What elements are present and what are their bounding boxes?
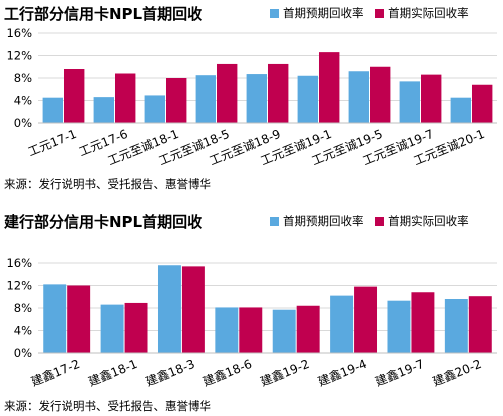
legend-label-actual: 首期实际回收率 — [388, 6, 469, 20]
chart-panel-icbc: 工行部分信用卡NPL首期回收 首期预期回收率 首期实际回收率 16% 12% 8% 4… — [4, 5, 497, 191]
bar-actual — [124, 302, 148, 353]
legend-swatch-actual — [375, 9, 385, 18]
bar-expected — [215, 307, 239, 353]
source-note: 来源：发行说明书、受托报告、惠誉博华 — [4, 177, 211, 191]
bar-actual — [181, 266, 205, 353]
bar-expected — [330, 295, 354, 353]
bar-actual — [268, 63, 289, 123]
bar-actual — [239, 307, 263, 353]
bar-actual — [411, 292, 435, 353]
bar-actual — [115, 73, 136, 123]
bar-actual — [217, 63, 238, 123]
bar-actual — [67, 285, 91, 353]
bar-expected — [444, 299, 468, 353]
bar-actual — [370, 66, 391, 123]
legend-label-expected: 首期预期回收率 — [283, 214, 364, 228]
chart-legend: 首期预期回收率 首期实际回收率 — [270, 213, 477, 229]
x-tick-label: 建鑫19-2 — [258, 356, 311, 389]
legend-swatch-expected — [270, 217, 279, 226]
bar-actual — [64, 69, 85, 123]
bar-chart-ccb: 16%12%8%4%0%建鑫17-2 建鑫18-1 建鑫18-3 建鑫18-6 建鑫19… — [6, 256, 497, 389]
chart-panel-ccb: 建行部分信用卡NPL首期回收 首期预期回收率 首期实际回收率 16% 12% 8% 4… — [0, 208, 503, 416]
y-tick-label: 0% — [14, 346, 32, 360]
x-tick-label: 建鑫18-3 — [143, 356, 196, 389]
x-tick-label: 建鑫18-1 — [86, 356, 139, 389]
x-tick-label: 建鑫17-2 — [29, 356, 82, 389]
y-tick-label: 16% — [6, 256, 32, 270]
x-tick-label: 工元17-1 — [26, 127, 79, 159]
bar-expected — [297, 75, 318, 123]
legend-item-expected: 首期预期回收率 — [270, 5, 364, 21]
bar-expected — [157, 265, 181, 353]
bar-actual — [319, 52, 340, 123]
bar-actual — [166, 78, 187, 123]
bar-expected — [195, 75, 216, 123]
legend-label-expected: 首期预期回收率 — [283, 6, 364, 20]
bar-expected — [93, 97, 114, 123]
chart-title: 建行部分信用卡NPL首期回收 — [4, 213, 203, 231]
bar-actual — [468, 296, 492, 353]
x-tick-label: 建鑫18-6 — [201, 356, 254, 389]
bar-expected — [387, 300, 411, 353]
chart-title: 工行部分信用卡NPL首期回收 — [4, 5, 203, 23]
y-tick-label: 12% — [6, 49, 32, 63]
source-note: 来源：发行说明书、受托报告、惠誉博华 — [4, 399, 211, 413]
y-tick-label: 16% — [6, 26, 32, 40]
y-tick-label: 0% — [14, 116, 32, 130]
bar-expected — [450, 97, 471, 123]
bar-actual — [354, 286, 378, 353]
y-tick-label: 4% — [14, 324, 32, 338]
chart-legend: 首期预期回收率 首期实际回收率 — [270, 5, 477, 21]
bar-expected — [100, 304, 124, 353]
bar-expected — [272, 309, 296, 353]
bar-chart-icbc: 16%12%8%4%0%工元17-1工元17-6工元至诚18-1工元至诚18-5… — [6, 26, 497, 168]
legend-item-actual: 首期实际回收率 — [375, 213, 469, 229]
y-tick-label: 12% — [6, 279, 32, 293]
bar-expected — [246, 74, 267, 123]
y-tick-label: 8% — [14, 71, 32, 85]
bar-expected — [43, 284, 67, 353]
bar-expected — [144, 95, 165, 123]
bar-actual — [296, 305, 320, 353]
x-tick-label: 建鑫19-7 — [373, 356, 426, 389]
bar-actual — [421, 74, 442, 123]
legend-swatch-actual — [375, 217, 385, 226]
bar-actual — [472, 84, 493, 123]
legend-item-expected: 首期预期回收率 — [270, 213, 364, 229]
y-tick-label: 4% — [14, 94, 32, 108]
y-tick-label: 8% — [14, 301, 32, 315]
x-tick-label: 建鑫20-2 — [430, 356, 483, 389]
legend-item-actual: 首期实际回收率 — [375, 5, 469, 21]
bar-expected — [42, 97, 63, 123]
bar-expected — [348, 71, 369, 123]
legend-swatch-expected — [270, 9, 279, 18]
bar-expected — [399, 81, 420, 123]
x-tick-label: 建鑫19-4 — [316, 356, 369, 389]
legend-label-actual: 首期实际回收率 — [388, 214, 469, 228]
